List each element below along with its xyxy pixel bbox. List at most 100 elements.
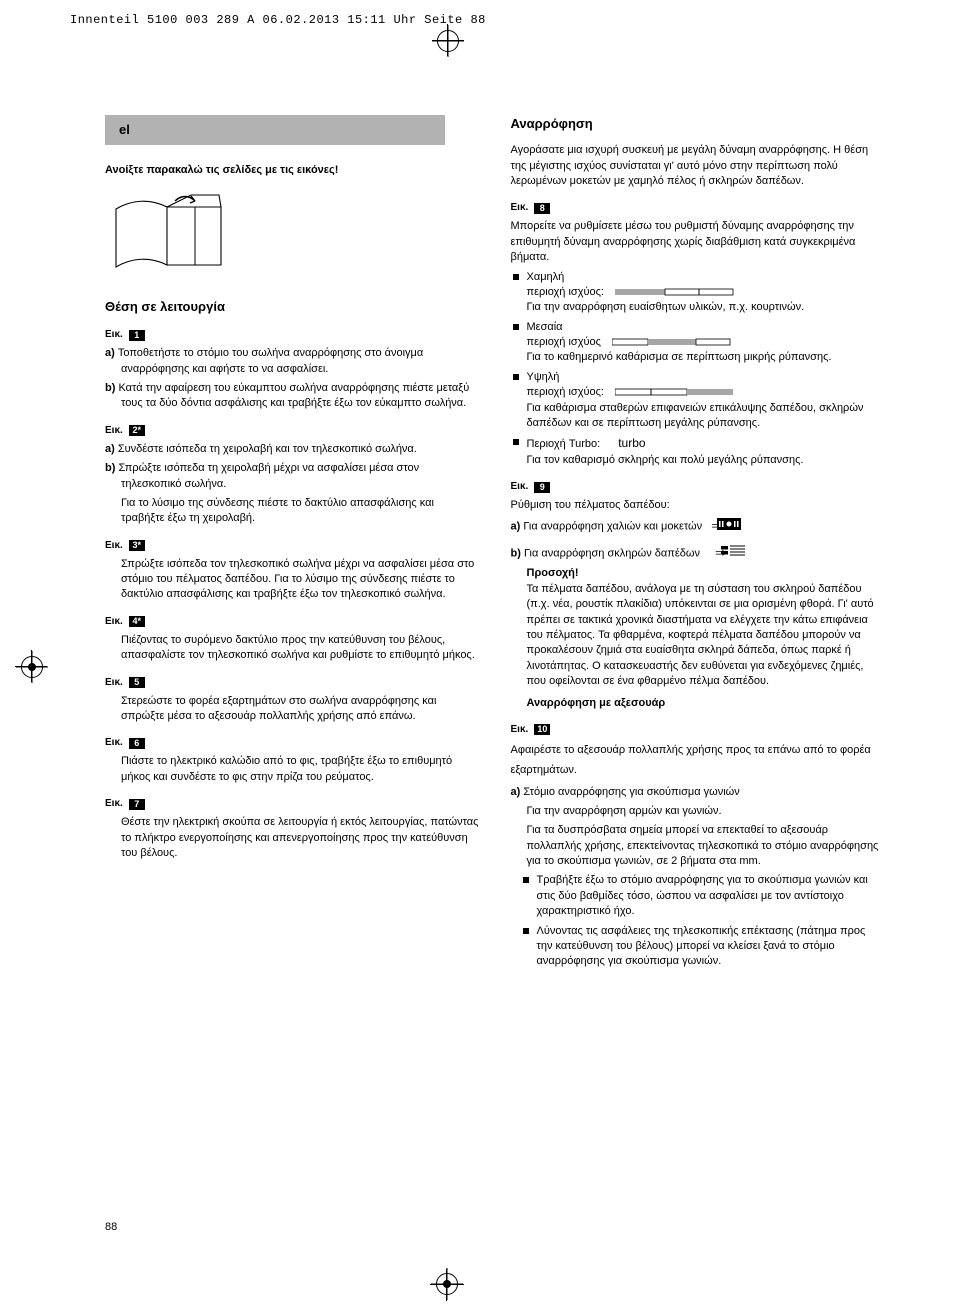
register-mark xyxy=(436,1273,458,1295)
list-item: a) Τοποθετήστε το στόμιο του σωλήνα αναρ… xyxy=(121,346,479,377)
list-item: b) Για αναρρόφηση σκληρών δαπέδων => xyxy=(527,545,885,562)
figure-label: Εικ. xyxy=(511,201,529,215)
list-item: a) Συνδέστε ισόπεδα τη χειρολαβή και τον… xyxy=(121,442,479,457)
figure-number: 4* xyxy=(129,616,145,627)
figure-number: 3* xyxy=(129,540,145,551)
right-column: Αναρρόφηση Αγοράσατε μια ισχυρή συσκευή … xyxy=(511,115,885,972)
body-text: Για το καθημερινό καθάρισμα σε περίπτωση… xyxy=(527,350,885,365)
figure-number: 9 xyxy=(534,482,550,493)
body-text: Στόμιο αναρρόφησης για σκούπισμα γωνιών xyxy=(523,786,739,798)
figure-label: Εικ. xyxy=(105,539,123,553)
bullet-icon xyxy=(513,374,519,380)
carpet-icon xyxy=(733,518,741,535)
body-text: περιοχή ισχύος: xyxy=(527,286,604,298)
figure-ref: Εικ. 1 xyxy=(105,328,479,342)
body-text: Τραβήξτε έξω το στόμιο αναρρόφησης για τ… xyxy=(537,873,885,919)
register-mark xyxy=(21,656,43,678)
power-level-high: Υψηλή περιοχή ισχύος: Για καθάρισμα σταθ… xyxy=(513,370,885,432)
body-text: Μπορείτε να ρυθμίσετε μέσω του ρυθμιστή … xyxy=(511,219,885,265)
body-text: Σπρώξτε ισόπεδα τον τηλεσκοπικό σωλήνα μ… xyxy=(121,557,479,603)
body-text: Για τον καθαρισμό σκληρής και πολύ μεγάλ… xyxy=(527,453,885,468)
bullet-icon xyxy=(523,928,529,934)
body-text: Για την αναρρόφηση ευαίσθητων υλικών, π.… xyxy=(527,300,885,315)
body-text: Κατά την αφαίρεση του εύκαμπτου σωλήνα α… xyxy=(118,382,469,409)
body-text: Μεσαία xyxy=(527,321,563,333)
power-level-low: Χαμηλή περιοχή ισχύος: Για την αναρρόφησ… xyxy=(513,270,885,316)
body-text: Πιέζοντας το συρόμενο δακτύλιο προς την … xyxy=(121,633,479,664)
manual-pages-icon xyxy=(113,193,479,274)
figure-ref: Εικ. 9 xyxy=(511,480,885,494)
power-level-turbo: Περιοχή Turbo: turbo Για τον καθαρισμό σκ… xyxy=(513,435,885,468)
figure-number: 2* xyxy=(129,425,145,436)
figure-label: Εικ. xyxy=(105,797,123,811)
figure-number: 1 xyxy=(129,330,145,341)
language-badge: el xyxy=(105,115,445,145)
turbo-label: turbo xyxy=(618,436,645,450)
figure-label: Εικ. xyxy=(511,480,529,494)
body-text: Πιάστε το ηλεκτρικό καλώδιο από το φις, … xyxy=(121,754,479,785)
power-level-mid: Μεσαία περιοχή ισχύος Για το καθημερινό … xyxy=(513,320,885,366)
register-mark xyxy=(437,30,459,52)
body-text: Τα πέλματα δαπέδου, ανάλογα με τη σύστασ… xyxy=(527,583,874,687)
figure-label: Εικ. xyxy=(105,676,123,690)
body-text: Συνδέστε ισόπεδα τη χειρολαβή και τον τη… xyxy=(118,443,417,455)
body-text: Στερεώστε το φορέα εξαρτημάτων στο σωλήν… xyxy=(121,694,479,725)
body-text: Για το λύσιμο της σύνδεσης πιέστε το δακ… xyxy=(121,496,479,527)
power-slider-icon xyxy=(612,337,732,347)
left-column: el Ανοίξτε παρακαλώ τις σελίδες με τις ε… xyxy=(105,115,479,972)
figure-label: Εικ. xyxy=(105,424,123,438)
intro-line: Ανοίξτε παρακαλώ τις σελίδες με τις εικό… xyxy=(105,163,479,178)
bullet-icon xyxy=(513,324,519,330)
body-text: Για αναρρόφηση χαλιών και μοκετών xyxy=(523,520,702,532)
figure-ref: Εικ. 10 xyxy=(511,723,885,737)
warning-label: Προσοχή! xyxy=(527,567,579,579)
figure-label: Εικ. xyxy=(105,615,123,629)
body-text: Περιοχή Turbo: xyxy=(527,438,601,450)
body-text: Ρύθμιση του πέλματος δαπέδου: xyxy=(511,498,885,513)
figure-label: Εικ. xyxy=(511,723,529,737)
bullet-icon xyxy=(513,274,519,280)
figure-number: 7 xyxy=(129,799,145,810)
power-slider-icon xyxy=(615,387,735,397)
body-text: Για τα δυσπρόσβατα σημεία μπορεί να επεκ… xyxy=(527,823,885,869)
section-title: Θέση σε λειτουργία xyxy=(105,298,479,316)
figure-ref: Εικ. 7 xyxy=(105,797,479,811)
body-text: Τοποθετήστε το στόμιο του σωλήνα αναρρόφ… xyxy=(118,347,423,374)
body-text: Αφαιρέστε το αξεσουάρ πολλαπλής χρήσης π… xyxy=(511,741,885,781)
bullet-icon xyxy=(523,877,529,883)
figure-number: 10 xyxy=(534,724,550,735)
list-item: b) Κατά την αφαίρεση του εύκαμπτου σωλήν… xyxy=(121,381,479,412)
print-header: Innenteil 5100 003 289 A 06.02.2013 15:1… xyxy=(70,12,486,29)
figure-ref: Εικ. 3* xyxy=(105,539,479,553)
figure-ref: Εικ.8 xyxy=(511,201,885,215)
list-item: b) Σπρώξτε ισόπεδα τη χειρολαβή μέχρι να… xyxy=(121,461,479,492)
figure-ref: Εικ. 2* xyxy=(105,424,479,438)
sub-bullet: Τραβήξτε έξω το στόμιο αναρρόφησης για τ… xyxy=(523,873,885,919)
body-text: Σπρώξτε ισόπεδα τη χειρολαβή μέχρι να ασ… xyxy=(118,462,419,489)
warning-block: Προσοχή! Τα πέλματα δαπέδου, ανάλογα με … xyxy=(527,566,885,689)
body-text: Λύνοντας τις ασφάλειες της τηλεσκοπικής … xyxy=(537,924,885,970)
figure-ref: Εικ. 6 xyxy=(105,736,479,750)
list-item: a) Στόμιο αναρρόφησης για σκούπισμα γωνι… xyxy=(527,785,885,800)
body-text: Για αναρρόφηση σκληρών δαπέδων xyxy=(524,548,700,560)
body-text: Υψηλή xyxy=(527,371,560,383)
power-slider-icon xyxy=(615,287,735,297)
figure-label: Εικ. xyxy=(105,328,123,342)
body-text: Για την αναρρόφηση αρμών και γωνιών. xyxy=(527,804,885,819)
intro-paragraph: Αγοράσατε μια ισχυρή συσκευή με μεγάλη δ… xyxy=(511,143,885,189)
sub-bullet: Λύνοντας τις ασφάλειες της τηλεσκοπικής … xyxy=(523,924,885,970)
subsection-title: Αναρρόφηση με αξεσουάρ xyxy=(527,696,885,711)
body-text: Θέστε την ηλεκτρική σκούπα σε λειτουργία… xyxy=(121,815,479,861)
figure-number: 6 xyxy=(129,738,145,749)
content-area: el Ανοίξτε παρακαλώ τις σελίδες με τις ε… xyxy=(105,115,884,972)
bullet-icon xyxy=(513,439,519,445)
figure-label: Εικ. xyxy=(105,736,123,750)
hardfloor-icon xyxy=(737,545,745,562)
body-text: περιοχή ισχύος: xyxy=(527,386,604,398)
body-text: περιοχή ισχύος xyxy=(527,336,601,348)
figure-ref: Εικ. 4* xyxy=(105,615,479,629)
section-title: Αναρρόφηση xyxy=(511,115,885,133)
list-item: a) Για αναρρόφηση χαλιών και μοκετών => xyxy=(527,518,885,535)
body-text: Χαμηλή xyxy=(527,271,565,283)
body-text: Για καθάρισμα σταθερών επιφανειών επικάλ… xyxy=(527,401,885,432)
